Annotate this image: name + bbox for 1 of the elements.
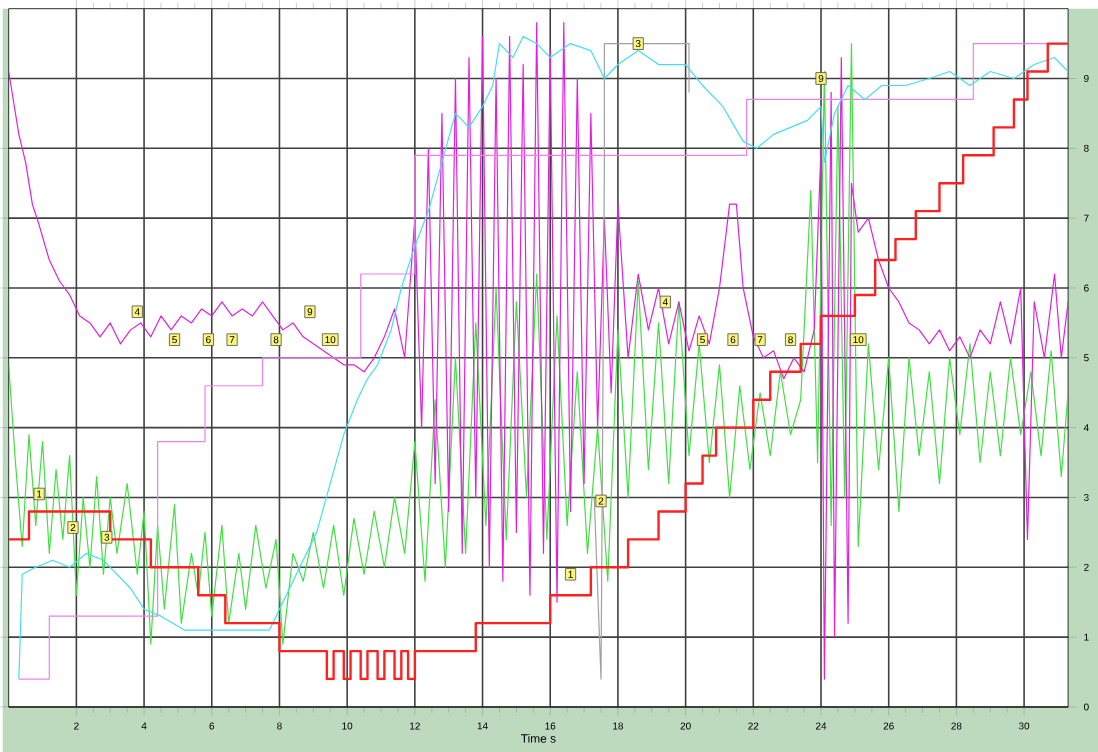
line-series	[593, 42, 690, 680]
